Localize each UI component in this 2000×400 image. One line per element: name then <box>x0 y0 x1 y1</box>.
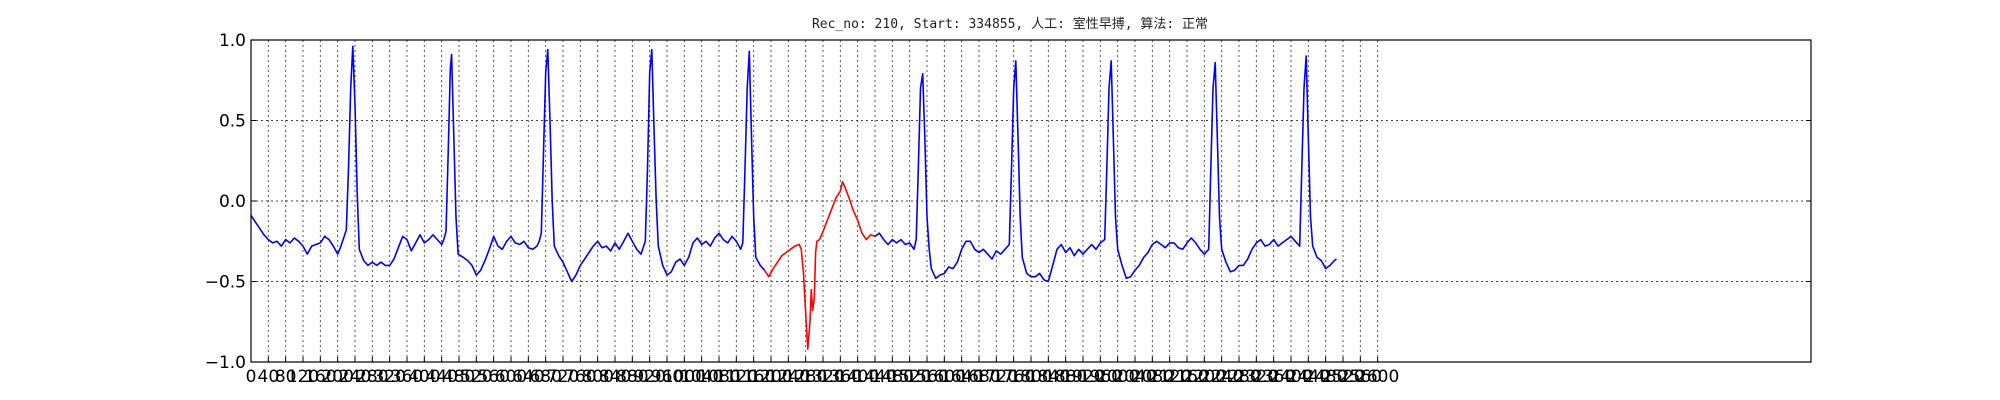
y-tick-label: −0.5 <box>205 273 246 293</box>
x-tick-label: 2560 <box>1339 367 1382 387</box>
x-tick-label: 320 <box>373 367 405 387</box>
x-tick-label: 2240 <box>1200 367 1243 387</box>
x-tick-label: 1680 <box>957 367 1000 387</box>
x-tick-label: 2320 <box>1235 367 1278 387</box>
x-tick-label: 800 <box>581 367 613 387</box>
x-tick-label: 520 <box>460 367 492 387</box>
x-tick-label: 2520 <box>1321 367 1364 387</box>
x-tick-label: 880 <box>616 367 648 387</box>
x-tick-label: 680 <box>529 367 561 387</box>
x-tick-label: 1320 <box>801 367 844 387</box>
x-tick-label: 840 <box>599 367 631 387</box>
x-tick-label: 2160 <box>1165 367 1208 387</box>
x-tick-label: 1960 <box>1079 367 1122 387</box>
y-tick-label: −1.0 <box>205 353 246 373</box>
x-tick-label: 240 <box>339 367 371 387</box>
x-tick-label: 400 <box>408 367 440 387</box>
x-tick-label: 960 <box>651 367 683 387</box>
x-tick-label: 1200 <box>749 367 792 387</box>
x-tick-label: 2120 <box>1148 367 1191 387</box>
x-tick-label: 2440 <box>1287 367 1330 387</box>
x-tick-label: 1400 <box>836 367 879 387</box>
x-tick-label: 1840 <box>1027 367 1070 387</box>
chart-title: Rec_no: 210, Start: 334855, 人工: 室性早搏, 算法… <box>812 16 1208 32</box>
x-tick-label: 1760 <box>992 367 1035 387</box>
y-tick-label: 1.0 <box>219 31 246 51</box>
x-tick-label: 1640 <box>940 367 983 387</box>
x-tick-label: 2280 <box>1217 367 1260 387</box>
x-tick-label: 1600 <box>923 367 966 387</box>
x-tick-label: 1440 <box>853 367 896 387</box>
x-tick-label: 280 <box>356 367 388 387</box>
x-tick-label: 1000 <box>663 367 706 387</box>
ecg-segment-highlight <box>763 180 876 350</box>
x-tick-label: 2600 <box>1356 367 1399 387</box>
x-tick-label: 160 <box>304 367 336 387</box>
x-tick-label: 2480 <box>1304 367 1347 387</box>
x-axis-ticks: 0 408012016020024028032036040044048052056… <box>246 357 1399 387</box>
x-tick-label: 640 <box>512 367 544 387</box>
x-tick-label: 1240 <box>767 367 810 387</box>
x-tick-label: 2200 <box>1183 367 1226 387</box>
y-axis-ticks: −1.0 −0.5 0.0 0.5 1.0 <box>205 31 1811 373</box>
x-tick-label: 560 <box>477 367 509 387</box>
x-tick-label: 1040 <box>680 367 723 387</box>
x-tick-label: 0 <box>246 367 257 387</box>
x-tick-label: 2040 <box>1113 367 1156 387</box>
y-tick-label: 0.0 <box>219 192 246 212</box>
x-tick-label: 1480 <box>871 367 914 387</box>
x-tick-label: 1800 <box>1009 367 1052 387</box>
x-tick-label: 600 <box>495 367 527 387</box>
x-tick-label: 760 <box>564 367 596 387</box>
x-tick-label: 1720 <box>975 367 1018 387</box>
x-tick-label: 2000 <box>1096 367 1139 387</box>
x-tick-label: 2400 <box>1269 367 1312 387</box>
x-tick-label: 480 <box>443 367 475 387</box>
x-tick-label: 1880 <box>1044 367 1087 387</box>
x-tick-label: 2360 <box>1252 367 1295 387</box>
x-tick-label: 80 <box>275 367 297 387</box>
y-tick-label: 0.5 <box>219 112 246 132</box>
x-tick-label: 1520 <box>888 367 931 387</box>
x-tick-label: 1360 <box>819 367 862 387</box>
x-tick-label: 1920 <box>1061 367 1104 387</box>
x-tick-label: 1120 <box>715 367 758 387</box>
x-tick-label: 920 <box>633 367 665 387</box>
x-tick-label: 200 <box>321 367 353 387</box>
x-tick-label: 440 <box>425 367 457 387</box>
ecg-segment <box>874 55 1337 283</box>
x-tick-label: 720 <box>547 367 579 387</box>
grid-lines <box>251 40 1811 362</box>
x-tick-label: 40 <box>258 367 280 387</box>
x-tick-label: 360 <box>391 367 423 387</box>
x-tick-label: 120 <box>287 367 319 387</box>
x-tick-label: 1560 <box>905 367 948 387</box>
ecg-segment <box>250 45 766 283</box>
ecg-trace <box>250 45 1337 350</box>
x-tick-label: 2080 <box>1131 367 1174 387</box>
x-tick-label: 1160 <box>732 367 775 387</box>
x-tick-label: 1280 <box>784 367 827 387</box>
x-tick-label: 1080 <box>697 367 740 387</box>
